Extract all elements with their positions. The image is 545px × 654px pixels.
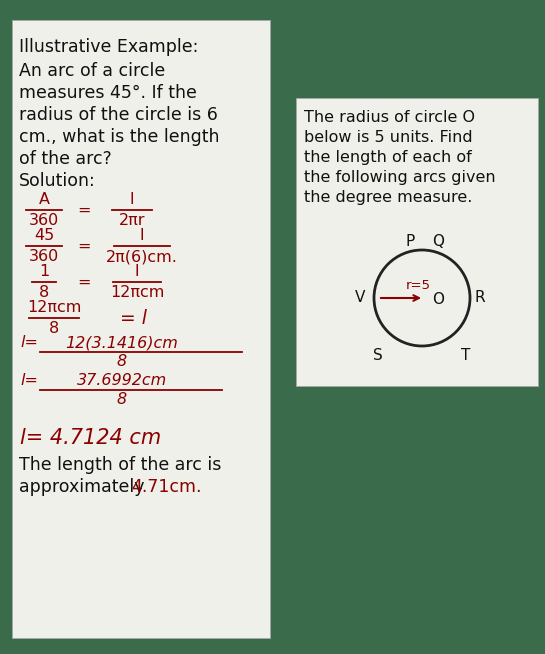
Text: =: = bbox=[77, 203, 91, 218]
Text: O: O bbox=[432, 292, 444, 307]
Text: l=: l= bbox=[20, 373, 38, 388]
Text: 2πr: 2πr bbox=[119, 213, 146, 228]
Text: 8: 8 bbox=[117, 354, 127, 369]
Text: l: l bbox=[130, 192, 134, 207]
Text: = l: = l bbox=[120, 309, 147, 328]
Text: 12πcm: 12πcm bbox=[110, 285, 164, 300]
Text: the following arcs given: the following arcs given bbox=[304, 170, 495, 185]
Text: cm., what is the length: cm., what is the length bbox=[19, 128, 220, 146]
Text: l= 4.7124 cm: l= 4.7124 cm bbox=[20, 428, 161, 448]
Text: 360: 360 bbox=[29, 213, 59, 228]
Text: 1: 1 bbox=[39, 264, 49, 279]
Text: An arc of a circle: An arc of a circle bbox=[19, 62, 165, 80]
Text: radius of the circle is 6: radius of the circle is 6 bbox=[19, 106, 218, 124]
Bar bbox=[296, 98, 538, 386]
Text: Illustrative Example:: Illustrative Example: bbox=[19, 38, 198, 56]
Text: V: V bbox=[355, 290, 365, 305]
Text: below is 5 units. Find: below is 5 units. Find bbox=[304, 130, 473, 145]
Text: l: l bbox=[135, 264, 140, 279]
Text: 8: 8 bbox=[49, 321, 59, 336]
Text: 2π(6)cm.: 2π(6)cm. bbox=[106, 249, 178, 264]
Text: The radius of circle O: The radius of circle O bbox=[304, 110, 475, 125]
Text: The length of the arc is: The length of the arc is bbox=[19, 456, 221, 474]
Text: approximately: approximately bbox=[19, 478, 150, 496]
Text: P: P bbox=[405, 235, 415, 249]
Text: the length of each of: the length of each of bbox=[304, 150, 472, 165]
Text: 12(3.1416)cm: 12(3.1416)cm bbox=[65, 335, 178, 350]
Text: T: T bbox=[461, 349, 471, 364]
Text: 12πcm: 12πcm bbox=[27, 300, 81, 315]
Text: =: = bbox=[77, 275, 91, 290]
Text: R: R bbox=[475, 290, 485, 305]
Text: 8: 8 bbox=[117, 392, 127, 407]
Text: 45: 45 bbox=[34, 228, 54, 243]
Text: Q: Q bbox=[432, 235, 444, 249]
Text: 37.6992cm: 37.6992cm bbox=[77, 373, 167, 388]
Text: A: A bbox=[39, 192, 50, 207]
Text: 360: 360 bbox=[29, 249, 59, 264]
Text: r=5: r=5 bbox=[406, 279, 431, 292]
Text: Solution:: Solution: bbox=[19, 172, 96, 190]
Text: measures 45°. If the: measures 45°. If the bbox=[19, 84, 197, 102]
Text: 8: 8 bbox=[39, 285, 49, 300]
Text: of the arc?: of the arc? bbox=[19, 150, 112, 168]
Text: l: l bbox=[140, 228, 144, 243]
Bar bbox=[12, 20, 270, 638]
Text: the degree measure.: the degree measure. bbox=[304, 190, 473, 205]
Text: S: S bbox=[373, 349, 383, 364]
Text: 4.71cm.: 4.71cm. bbox=[131, 478, 202, 496]
Text: =: = bbox=[77, 239, 91, 254]
Text: l=: l= bbox=[20, 335, 38, 350]
